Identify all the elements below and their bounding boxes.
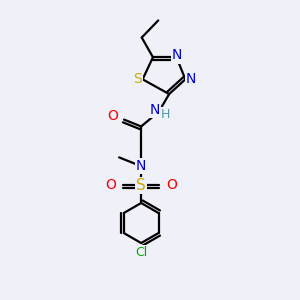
Text: N: N — [186, 72, 196, 86]
Text: N: N — [172, 49, 182, 62]
Text: N: N — [149, 103, 160, 117]
Text: S: S — [134, 72, 142, 86]
Text: O: O — [107, 109, 118, 123]
Text: O: O — [106, 178, 117, 192]
Text: S: S — [136, 178, 146, 193]
Text: N: N — [136, 159, 146, 173]
Text: Cl: Cl — [135, 246, 147, 259]
Text: H: H — [160, 108, 170, 121]
Text: O: O — [166, 178, 177, 192]
